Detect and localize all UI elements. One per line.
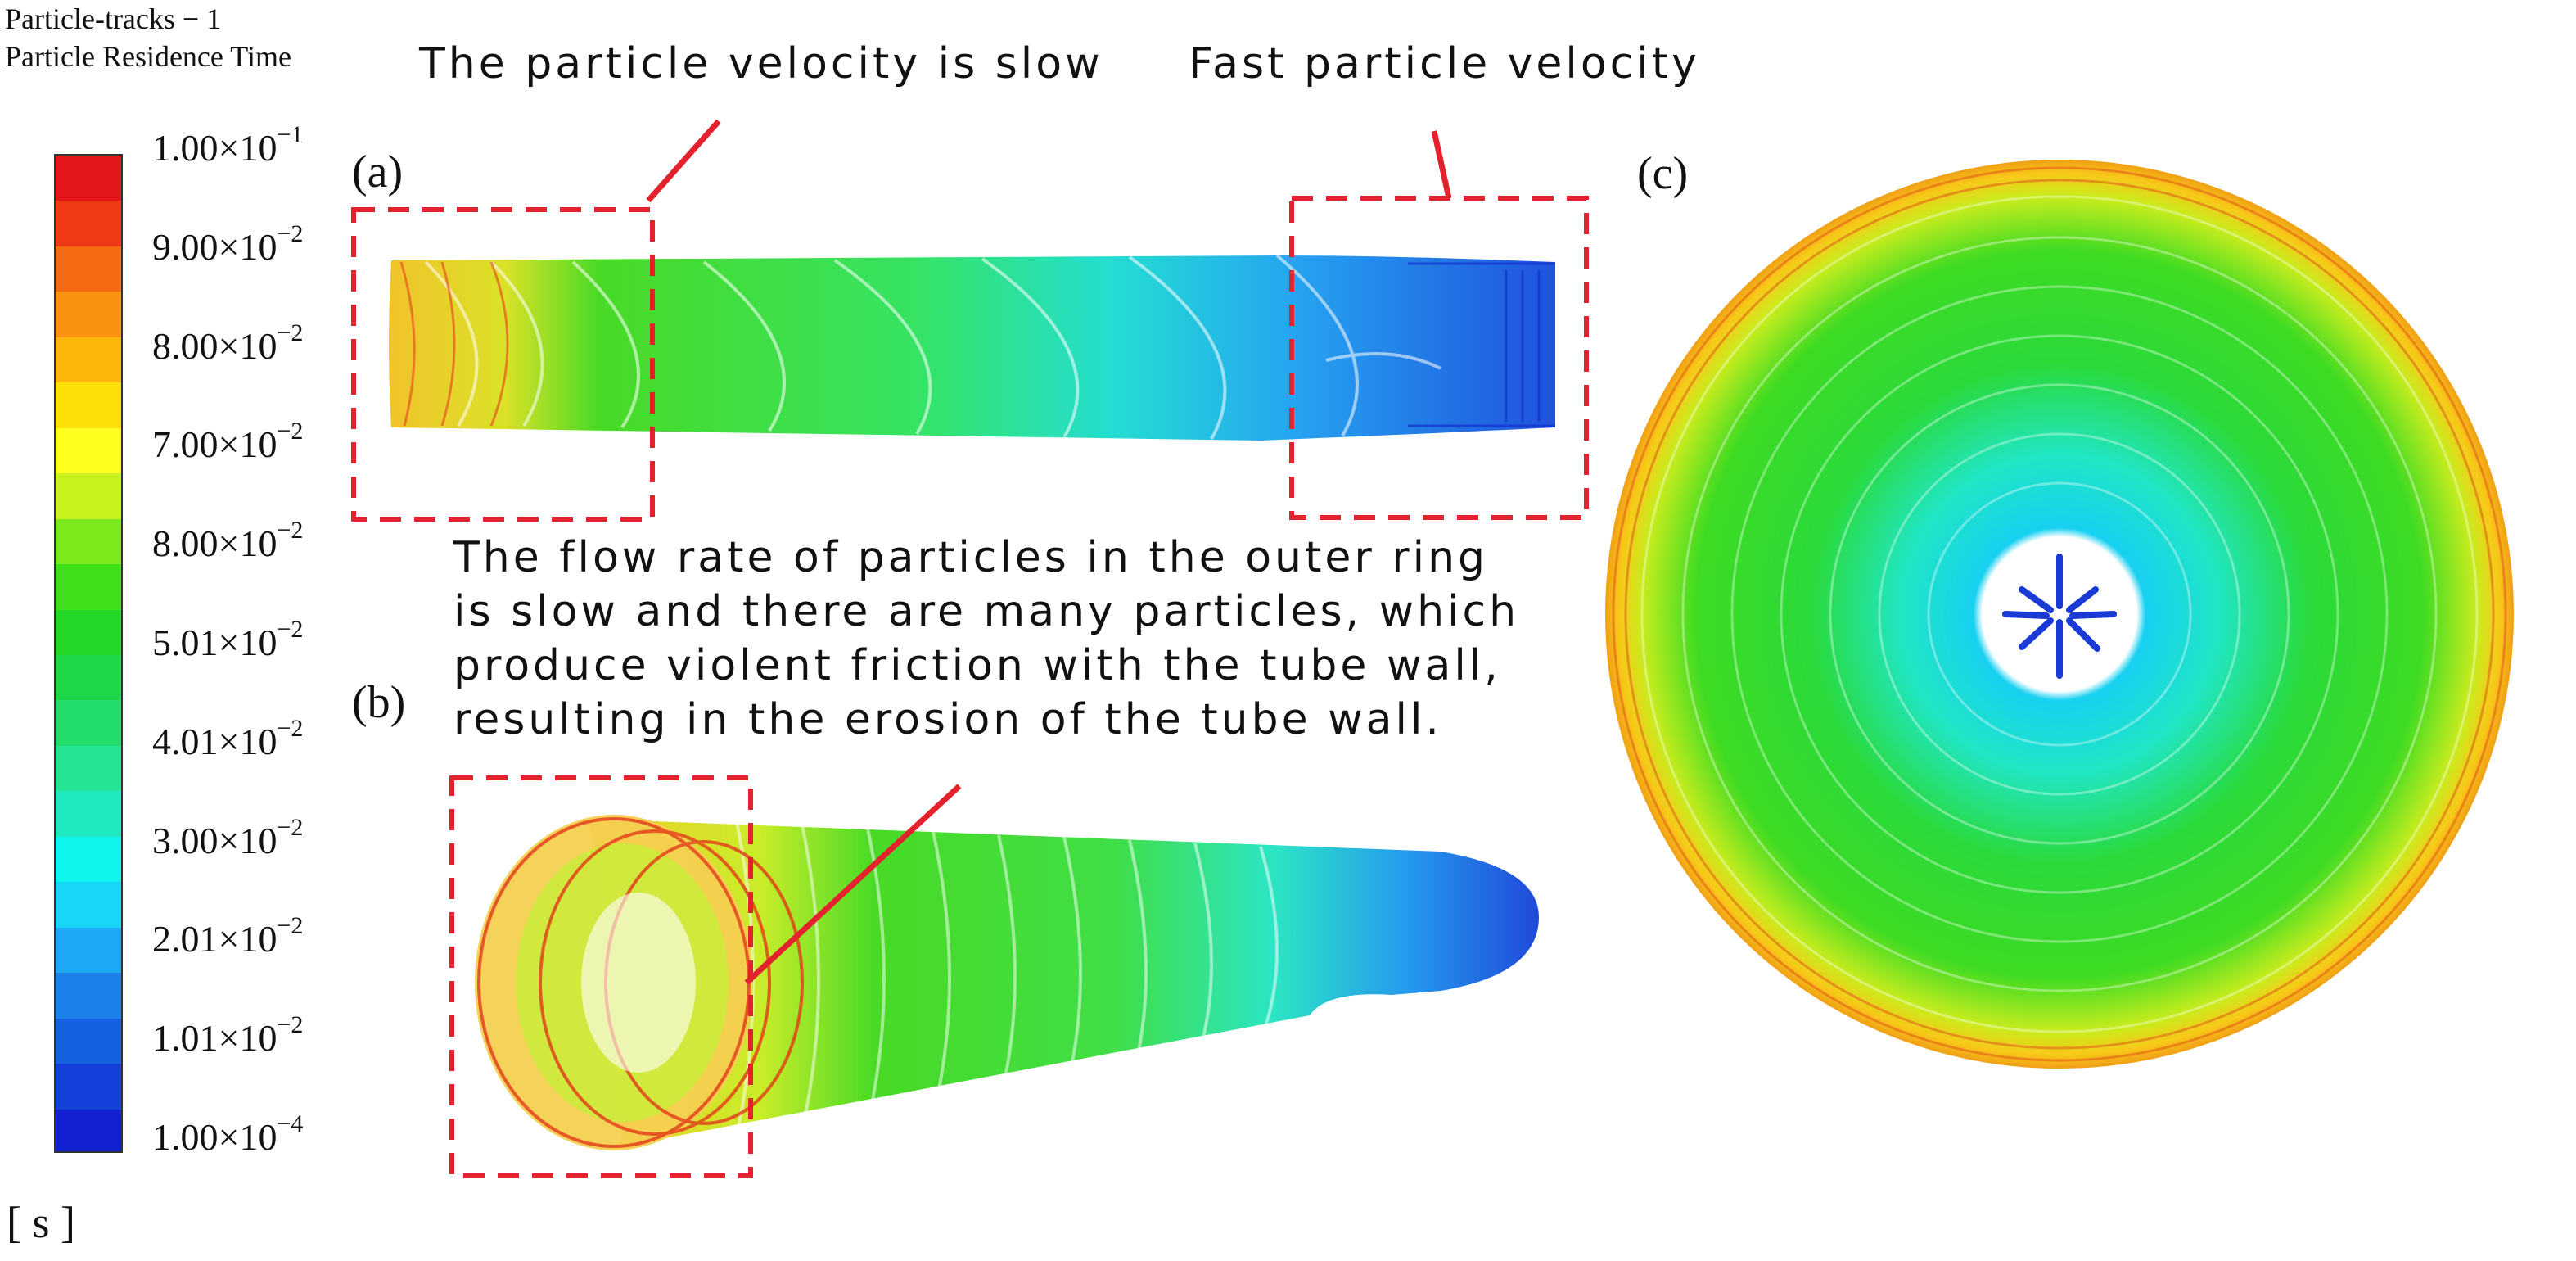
legend-title: Particle-tracks − 1 — [5, 2, 222, 35]
colorbar-tick-label: 1.00×10−1 — [152, 121, 304, 169]
colorbar-segment — [56, 201, 121, 246]
colorbar-segment — [56, 973, 121, 1019]
outer-ring-annotation: The flow rate of particles in the outer … — [453, 533, 1520, 744]
panel-a-tube-side-view — [389, 254, 1555, 441]
fast-region-box — [1289, 196, 1589, 520]
colorbar-segment — [56, 654, 121, 701]
colorbar-segment — [56, 1018, 121, 1064]
colorbar — [54, 154, 123, 1153]
colorbar-segment — [56, 1109, 121, 1151]
cross-section-disk — [1605, 160, 2514, 1069]
outer-ring-callout-line — [744, 784, 962, 985]
colorbar-segment — [56, 518, 121, 565]
colorbar-segment — [56, 473, 121, 519]
colorbar-tick-label: 9.00×10−2 — [152, 219, 304, 268]
colorbar-tick-label: 1.00×10−4 — [152, 1110, 304, 1159]
colorbar-segment — [56, 246, 121, 292]
colorbar-segment — [56, 609, 121, 655]
fast-velocity-annotation: Fast particle velocity — [1189, 39, 1700, 88]
colorbar-segment — [56, 382, 121, 428]
colorbar-segment — [56, 427, 121, 474]
tube-a-outlet-tracks — [1408, 262, 1555, 427]
tube-b-body — [589, 819, 1539, 1146]
colorbar-tick-label: 8.00×10−2 — [152, 319, 304, 367]
colorbar-tick-label: 5.01×10−2 — [152, 616, 304, 664]
tube-a-swirl-lines — [424, 254, 1441, 440]
colorbar-tick-label: 7.00×10−2 — [152, 418, 304, 466]
slow-velocity-annotation: The particle velocity is slow — [419, 39, 1103, 88]
cross-section-rings — [1640, 195, 2479, 1033]
cross-section-outer-rings — [1612, 166, 2507, 1062]
panel-a-label: (a) — [352, 147, 404, 197]
colorbar-unit: [ s ] — [7, 1198, 75, 1247]
fast-velocity-callout-line — [1431, 130, 1452, 199]
slow-velocity-callout-line — [646, 119, 721, 203]
panel-c-cross-section — [1605, 160, 2514, 1069]
panel-b-tube-perspective-view — [475, 815, 1539, 1150]
colorbar-segment — [56, 836, 121, 883]
colorbar-segment — [56, 791, 121, 837]
cross-section-center-tracks — [2002, 554, 2117, 679]
panel-b-label: (b) — [352, 677, 406, 728]
colorbar-segment — [56, 156, 121, 201]
colorbar-segment — [56, 564, 121, 610]
tube-a-inlet-tracks — [399, 261, 509, 427]
colorbar-tick-label: 8.00×10−2 — [152, 517, 304, 565]
panel-c-label: (c) — [1637, 148, 1689, 199]
colorbar-tick-label: 2.01×10−2 — [152, 912, 304, 960]
colorbar-tick-label: 3.00×10−2 — [152, 813, 304, 861]
legend-subtitle: Particle Residence Time — [5, 40, 291, 73]
colorbar-segment — [56, 1064, 121, 1110]
tube-b-coil-lines — [735, 821, 1279, 1136]
slow-region-box — [351, 207, 655, 522]
colorbar-segment — [56, 292, 121, 337]
colorbar-segment — [56, 337, 121, 383]
colorbar-tick-label: 4.01×10−2 — [152, 714, 304, 762]
colorbar-segment — [56, 882, 121, 928]
colorbar-segment — [56, 745, 121, 792]
colorbar-segment — [56, 700, 121, 746]
tube-a-body — [389, 255, 1555, 441]
colorbar-tick-label: 1.01×10−2 — [152, 1011, 304, 1060]
colorbar-segment — [56, 927, 121, 974]
